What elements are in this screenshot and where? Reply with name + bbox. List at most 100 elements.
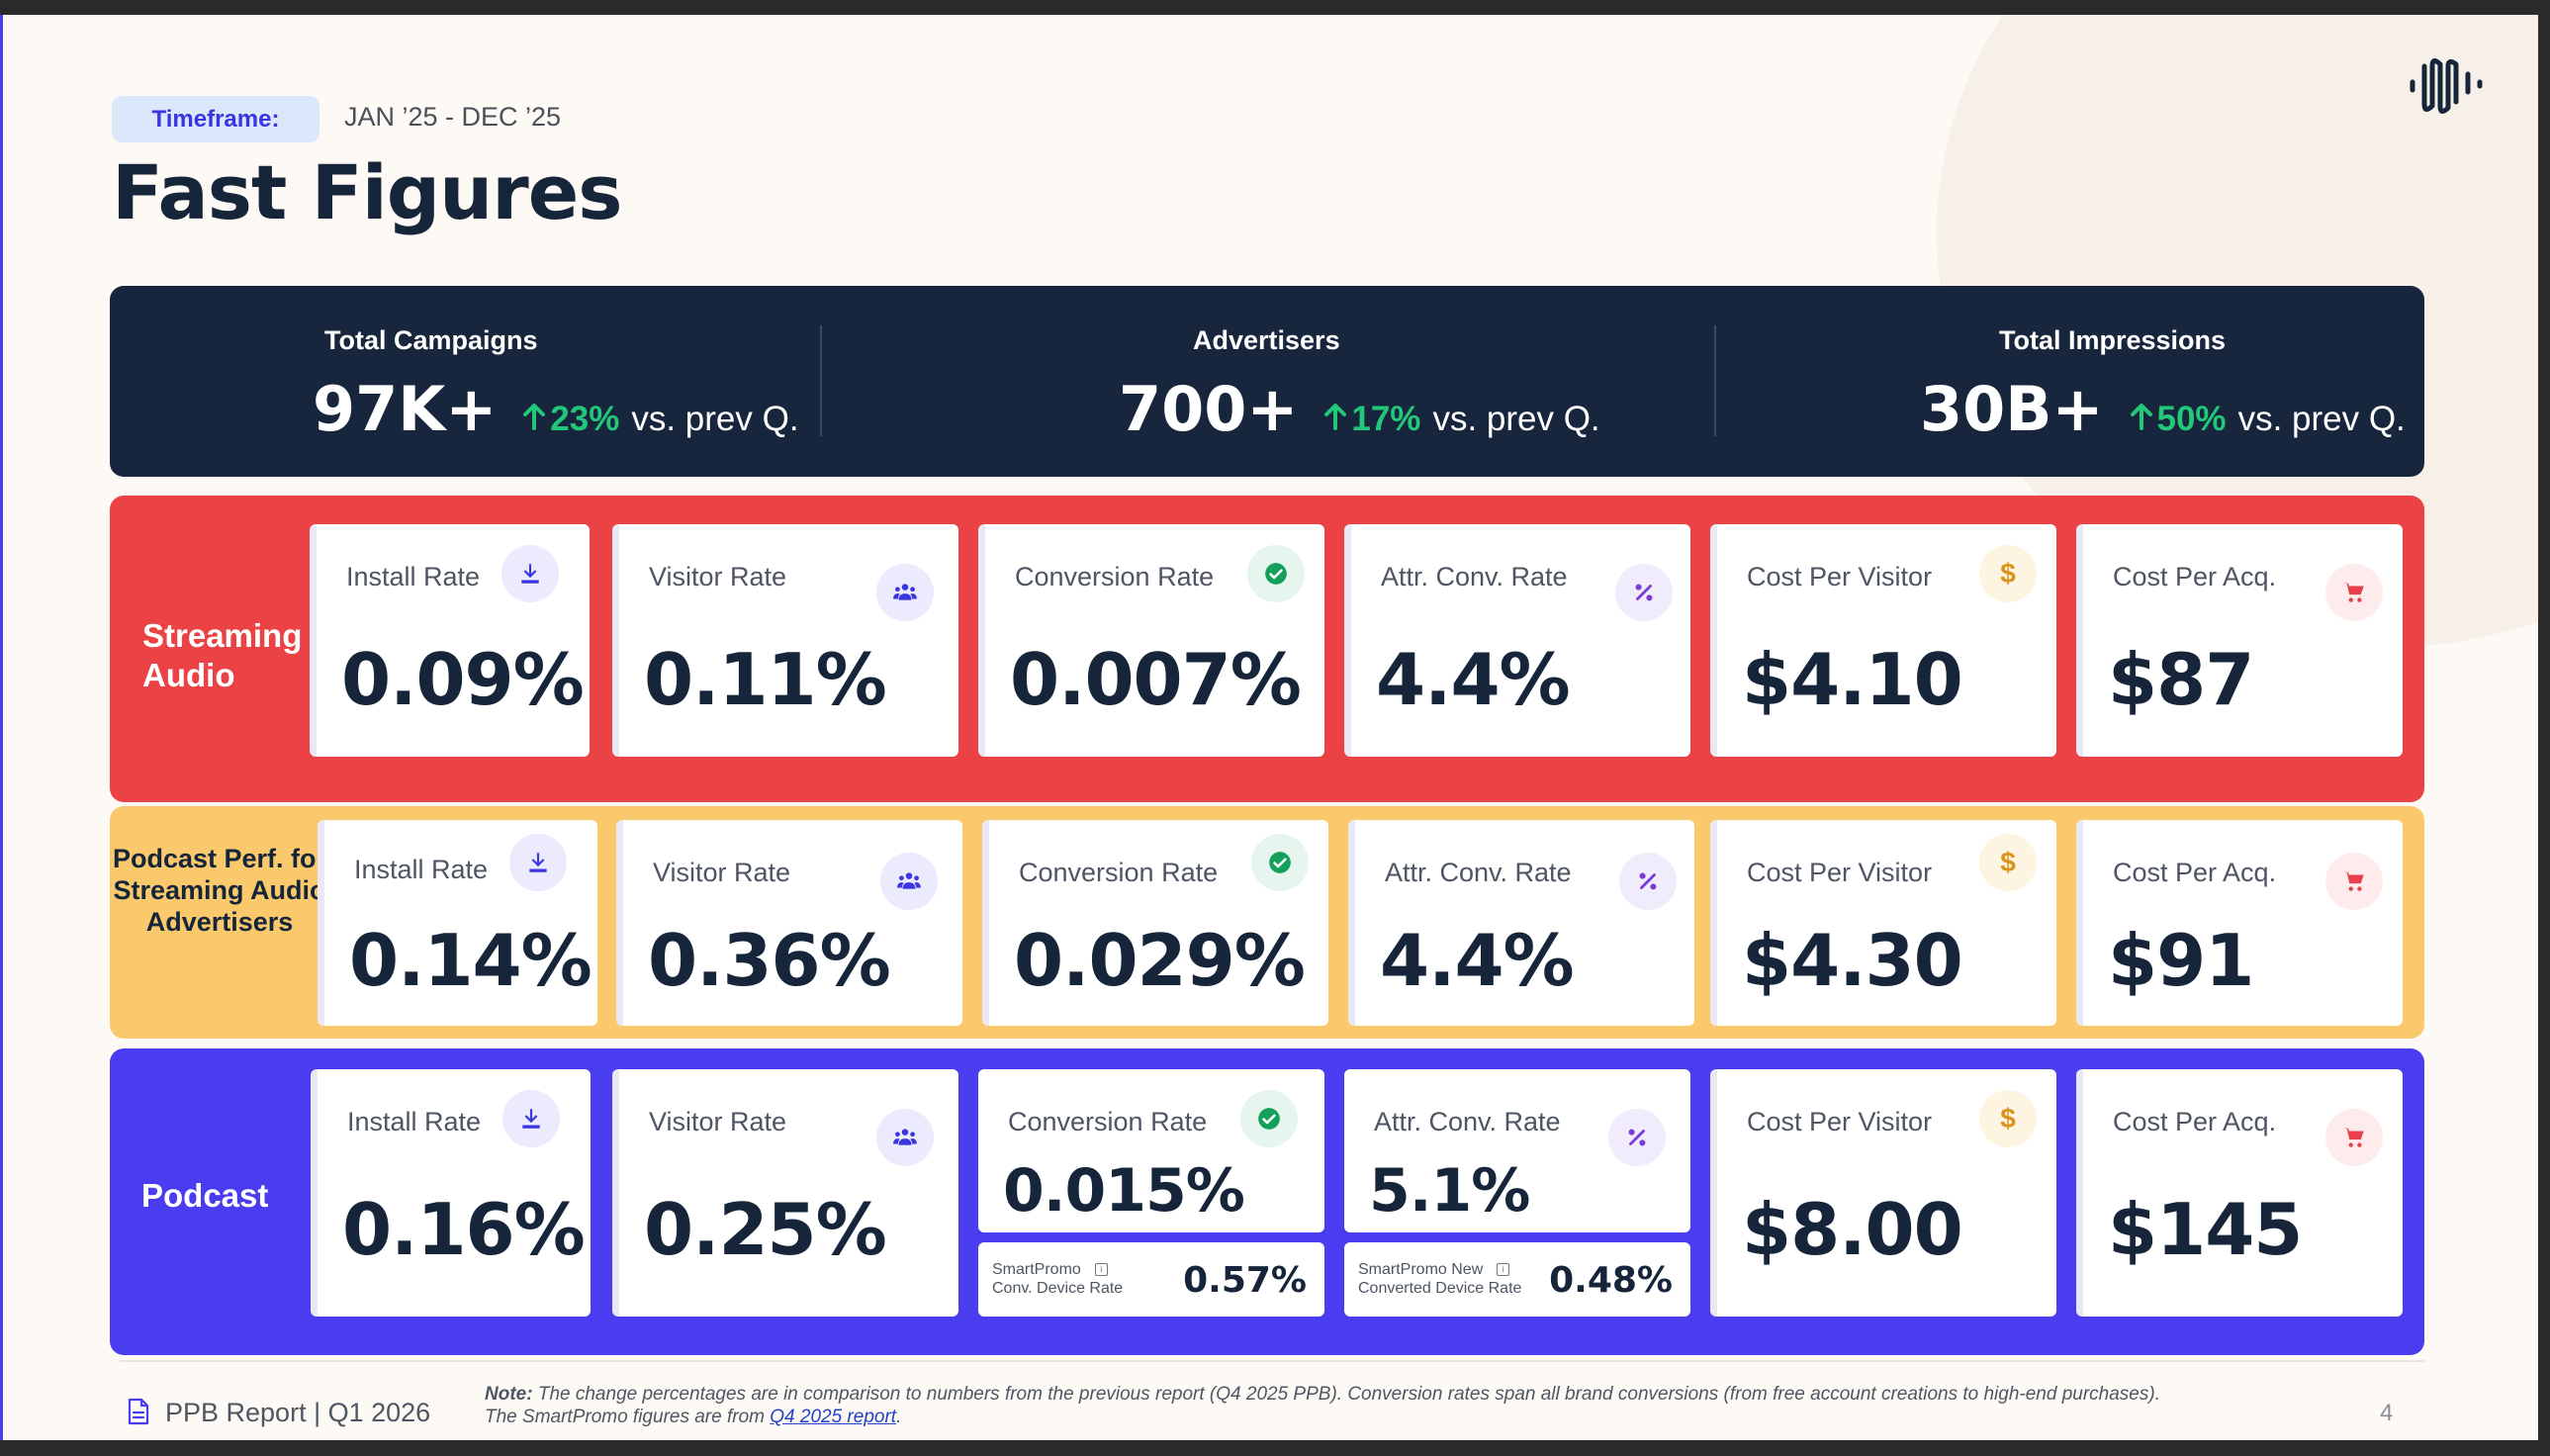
band-streaming-audio: Streaming Audio Install Rate 0.09% Visit… (110, 496, 2424, 802)
metric-label: Conversion Rate (1019, 858, 1219, 887)
metric-value: 0.11% (644, 638, 887, 721)
metric-card-cost-per-acq: Cost Per Acq. $87 (2076, 524, 2403, 757)
metric-label: Visitor Rate (653, 858, 791, 887)
check-circle-icon (1240, 1090, 1298, 1147)
users-icon (876, 1109, 934, 1166)
metric-label: Attr. Conv. Rate (1385, 858, 1572, 887)
metric-card-visitor-rate: Visitor Rate 0.36% (616, 820, 962, 1026)
sub-metric-smartpromo-new: SmartPromo New i Converted Device Rate 0.4… (1344, 1242, 1690, 1317)
metric-label: Cost Per Acq. (2113, 1107, 2277, 1137)
sub-metric-value: 0.57% (1183, 1260, 1307, 1301)
metric-value: 5.1% (1369, 1156, 1530, 1226)
dollar-icon: $ (1979, 1090, 2037, 1147)
sub-metric-smartpromo-conv: SmartPromo i Conv. Device Rate 0.57% (978, 1242, 1324, 1317)
summary-label: Total Impressions (1999, 325, 2227, 355)
summary-value: 30B+ (1920, 373, 2104, 445)
summary-value: 700+ (1119, 373, 1299, 445)
metric-value: $4.10 (1742, 638, 1963, 721)
summary-change: 17% (1351, 400, 1421, 438)
metric-value: 0.015% (1003, 1156, 1245, 1226)
metric-card-conversion-rate: Conversion Rate 0.015% (978, 1069, 1324, 1232)
metric-value: 0.09% (341, 638, 585, 721)
metric-card-install-rate: Install Rate 0.09% (310, 524, 590, 757)
metric-card-attr-conv-rate: Attr. Conv. Rate 4.4% (1344, 524, 1690, 757)
cart-icon (2325, 564, 2383, 621)
metric-card-visitor-rate: Visitor Rate 0.11% (612, 524, 958, 757)
metric-card-install-rate: Install Rate 0.14% (318, 820, 597, 1026)
sub-metric-label: SmartPromo New i Converted Device Rate (1358, 1261, 1522, 1297)
brand-logo-icon (2410, 58, 2483, 114)
report-title: PPB Report | Q1 2026 (165, 1398, 431, 1427)
footnote: Note: The change percentages are in comp… (485, 1384, 2160, 1427)
summary-suffix: vs. prev Q. (631, 400, 799, 438)
band-label: Podcast (141, 1177, 269, 1214)
metric-card-cost-per-acq: Cost Per Acq. $91 (2076, 820, 2403, 1026)
metric-label: Attr. Conv. Rate (1381, 562, 1568, 592)
summary-change: 50% (2156, 400, 2227, 438)
cart-icon (2325, 853, 2383, 910)
metric-card-cost-per-visitor: Cost Per Visitor $ $4.10 (1710, 524, 2056, 757)
info-icon: i (1094, 1263, 1108, 1277)
timeframe-range: JAN ’25 - DEC ’25 (344, 102, 562, 132)
metric-value: 0.029% (1014, 919, 1306, 1002)
summary-divider (1714, 325, 1716, 436)
cart-icon (2325, 1109, 2383, 1166)
band-podcast-perf: Podcast Perf. for Streaming Audio Advert… (110, 806, 2424, 1039)
footer-divider (120, 1360, 2424, 1362)
metric-label: Cost Per Visitor (1747, 858, 1933, 887)
page-title: Fast Figures (112, 148, 623, 236)
arrow-up-icon (2130, 404, 2152, 430)
summary-total-campaigns: Total Campaigns 97K+ 23% vs. prev Q. (110, 286, 827, 477)
download-icon (501, 545, 559, 602)
metric-label: Install Rate (346, 562, 481, 592)
percent-icon (1619, 853, 1677, 910)
check-circle-icon (1251, 834, 1309, 891)
download-icon (502, 1090, 560, 1147)
metric-label: Conversion Rate (1008, 1107, 1208, 1137)
check-circle-icon (1247, 545, 1305, 602)
metric-label: Visitor Rate (649, 1107, 787, 1137)
summary-label: Advertisers (1193, 325, 1340, 355)
summary-divider (820, 325, 822, 436)
page-number: 4 (2380, 1400, 2394, 1426)
metric-label: Cost Per Visitor (1747, 1107, 1933, 1137)
band-label: Podcast Perf. for Streaming Audio Advert… (112, 844, 327, 937)
metric-value: 4.4% (1376, 638, 1571, 721)
slide: Timeframe: JAN ’25 - DEC ’25 Fast Figure… (0, 15, 2538, 1440)
sub-metric-value: 0.48% (1549, 1260, 1673, 1301)
metric-value: $8.00 (1742, 1188, 1963, 1271)
metric-value: 0.25% (644, 1188, 887, 1271)
arrow-up-icon (523, 404, 546, 430)
report-link[interactable]: Q4 2025 report (770, 1407, 897, 1427)
metric-value: 0.16% (342, 1188, 586, 1271)
metric-label: Install Rate (347, 1107, 482, 1137)
metric-card-cost-per-acq: Cost Per Acq. $145 (2076, 1069, 2403, 1317)
dollar-icon: $ (1979, 545, 2037, 602)
download-icon (509, 834, 567, 891)
metric-value: 4.4% (1380, 919, 1575, 1002)
arrow-up-icon (1324, 404, 1347, 430)
metric-label: Cost Per Acq. (2113, 858, 2277, 887)
users-icon (880, 853, 938, 910)
band-podcast: Podcast Install Rate 0.16% Visitor Rate … (110, 1048, 2424, 1355)
metric-value: $87 (2108, 638, 2254, 721)
timeframe-label: Timeframe: (112, 96, 319, 142)
metric-value: 0.007% (1010, 638, 1302, 721)
metric-card-conversion-rate: Conversion Rate 0.029% (982, 820, 1328, 1026)
summary-value: 97K+ (313, 373, 498, 445)
summary-total-impressions: Total Impressions 30B+ 50% vs. prev Q. (1717, 286, 2424, 477)
metric-card-install-rate: Install Rate 0.16% (311, 1069, 591, 1317)
dollar-icon: $ (1979, 834, 2037, 891)
metric-value: 0.14% (349, 919, 592, 1002)
band-label: Streaming Audio (142, 617, 303, 693)
percent-icon (1608, 1109, 1666, 1166)
summary-change: 23% (550, 400, 620, 438)
summary-advertisers: Advertisers 700+ 17% vs. prev Q. (822, 286, 1712, 477)
metric-card-attr-conv-rate: Attr. Conv. Rate 4.4% (1348, 820, 1694, 1026)
percent-icon (1615, 564, 1673, 621)
metric-card-cost-per-visitor: Cost Per Visitor $ $8.00 (1710, 1069, 2056, 1317)
sub-metric-label: SmartPromo i Conv. Device Rate (992, 1261, 1124, 1297)
document-icon (128, 1398, 149, 1425)
metric-label: Visitor Rate (649, 562, 787, 592)
metric-value: $91 (2108, 919, 2254, 1002)
